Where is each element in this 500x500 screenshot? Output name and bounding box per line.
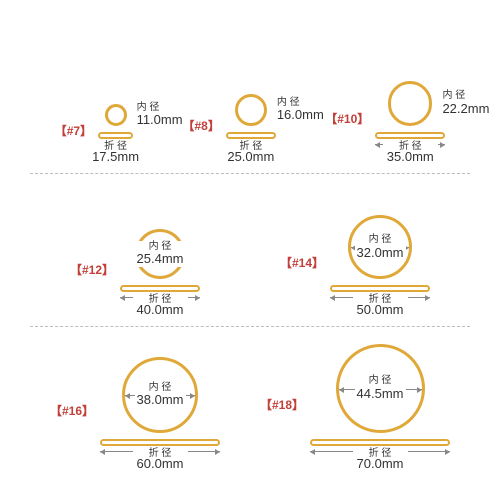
fold-bar-group: 折 径50.0mm (330, 285, 430, 310)
inner-diameter-label: 内 径16.0mm (277, 96, 324, 122)
ring-icon: 内 径44.5mm (336, 344, 425, 433)
fold-diameter-label: 折 径50.0mm (353, 294, 408, 317)
chart-row: 【#12】 内 径25.4mm 折 径40.0mm 【#14】 内 径32.0mm 折 径… (30, 174, 470, 327)
size-stack: 内 径25.4mm 折 径40.0mm (120, 229, 200, 311)
fold-diameter-label: 折 径40.0mm (133, 294, 188, 317)
size-stack: 内 径44.5mm 折 径70.0mm (310, 344, 450, 464)
ring-icon: 内 径25.4mm (135, 229, 186, 280)
fold-dimension: 折 径40.0mm (120, 294, 200, 310)
ring-icon: 内 径32.0mm (348, 215, 412, 279)
fold-bar (100, 439, 220, 446)
size-item: 【#18】 内 径44.5mm 折 径70.0mm (260, 344, 450, 464)
inner-diameter-label: 内 径32.0mm (355, 234, 406, 260)
size-stack: 内 径11.0mm 折 径17.5mm (98, 104, 133, 157)
inner-diameter-label: 内 径22.2mm (442, 90, 489, 116)
fold-bar (310, 439, 450, 446)
size-item: 【#10】 内 径22.2mm 折 径35.0mm (325, 81, 445, 156)
size-item: 【#14】 内 径32.0mm 折 径50.0mm (280, 215, 430, 310)
fold-bar-group: 折 径40.0mm (120, 285, 200, 310)
fold-bar (375, 132, 445, 139)
fold-dimension: 折 径50.0mm (330, 294, 430, 310)
inner-diameter-label: 内 径38.0mm (135, 382, 186, 408)
fold-diameter-label: 折 径35.0mm (383, 141, 438, 164)
fold-dimension: 折 径70.0mm (310, 448, 450, 464)
fold-bar (330, 285, 430, 292)
size-tag: 【#18】 (260, 396, 304, 413)
size-stack: 内 径16.0mm 折 径25.0mm (226, 94, 276, 157)
ring-icon: 内 径38.0mm (122, 357, 198, 433)
size-stack: 内 径22.2mm 折 径35.0mm (375, 81, 445, 156)
size-tag: 【#14】 (280, 254, 324, 271)
fold-bar (98, 132, 133, 139)
size-stack: 内 径32.0mm 折 径50.0mm (330, 215, 430, 310)
inner-diameter-label: 内 径11.0mm (137, 101, 183, 127)
size-stack: 内 径38.0mm 折 径60.0mm (100, 357, 220, 464)
size-tag: 【#12】 (70, 261, 114, 278)
fold-dimension: 折 径25.0mm (226, 141, 276, 157)
fold-bar-group: 折 径35.0mm (375, 132, 445, 157)
fold-diameter-label: 折 径25.0mm (223, 141, 278, 164)
ring-icon: 内 径16.0mm (235, 94, 267, 126)
fold-bar-group: 折 径17.5mm (98, 132, 133, 157)
ring-icon: 内 径11.0mm (105, 104, 127, 126)
fold-diameter-label: 折 径60.0mm (133, 448, 188, 471)
fold-bar-group: 折 径25.0mm (226, 132, 276, 157)
size-tag: 【#7】 (55, 122, 92, 139)
fold-bar (226, 132, 276, 139)
size-tag: 【#16】 (50, 402, 94, 419)
fold-bar-group: 折 径70.0mm (310, 439, 450, 464)
chart-row: 【#7】内 径11.0mm折 径17.5mm【#8】内 径16.0mm折 径25… (30, 20, 470, 173)
inner-diameter-label: 内 径25.4mm (135, 241, 186, 267)
size-item: 【#12】 内 径25.4mm 折 径40.0mm (70, 229, 200, 311)
size-tag: 【#8】 (182, 117, 219, 134)
fold-diameter-label: 折 径17.5mm (88, 141, 143, 164)
fold-dimension: 折 径35.0mm (375, 141, 445, 157)
ring-size-chart: 【#7】内 径11.0mm折 径17.5mm【#8】内 径16.0mm折 径25… (0, 0, 500, 500)
fold-dimension: 折 径60.0mm (100, 448, 220, 464)
chart-row: 【#16】 内 径38.0mm 折 径60.0mm 【#18】 内 径44.5mm 折 径… (30, 327, 470, 480)
size-tag: 【#10】 (325, 110, 369, 127)
size-item: 【#7】内 径11.0mm 折 径17.5mm (55, 104, 133, 157)
ring-icon: 内 径22.2mm (388, 81, 432, 125)
fold-diameter-label: 折 径70.0mm (353, 448, 408, 471)
inner-diameter-label: 内 径44.5mm (355, 375, 406, 401)
fold-bar (120, 285, 200, 292)
fold-dimension: 折 径17.5mm (98, 141, 133, 157)
size-item: 【#16】 内 径38.0mm 折 径60.0mm (50, 357, 220, 464)
size-item: 【#8】内 径16.0mm 折 径25.0mm (182, 94, 275, 157)
fold-bar-group: 折 径60.0mm (100, 439, 220, 464)
